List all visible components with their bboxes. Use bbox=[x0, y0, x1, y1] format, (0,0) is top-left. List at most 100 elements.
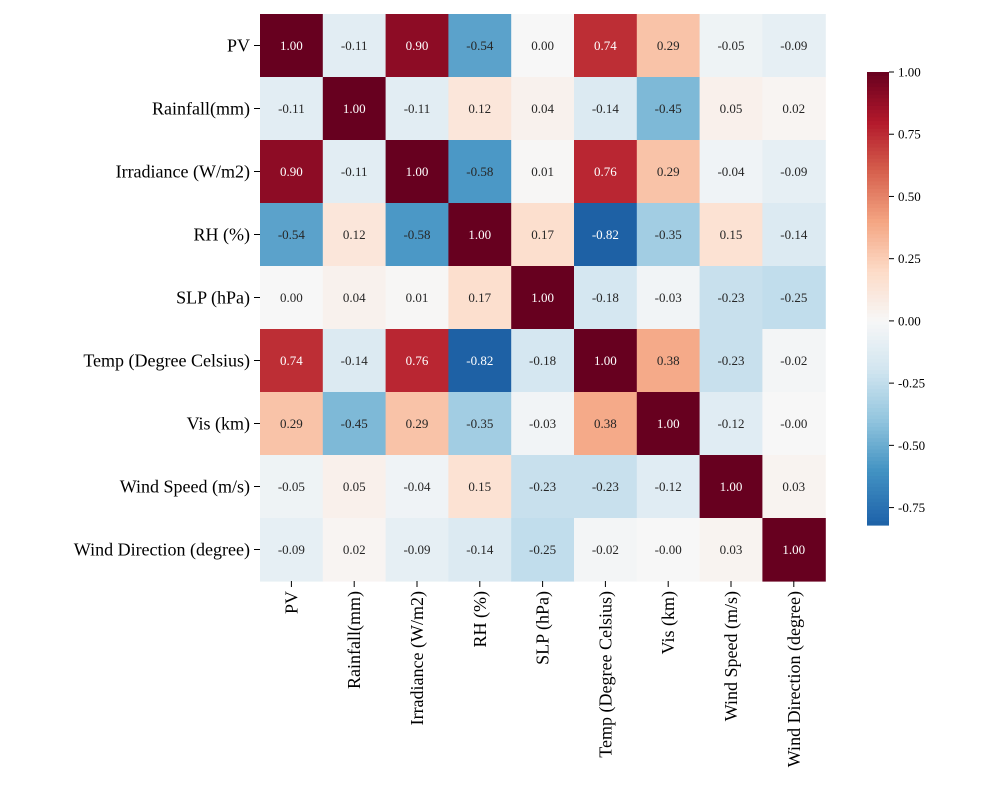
heatmap-cell bbox=[636, 77, 701, 141]
colorbar-tick-label: -0.25 bbox=[898, 376, 925, 391]
cell-value-label: -0.25 bbox=[780, 290, 807, 305]
colorbar-segment bbox=[867, 483, 889, 488]
cell-value-label: 0.76 bbox=[594, 164, 617, 179]
colorbar-segment bbox=[867, 132, 889, 137]
heatmap-cell bbox=[574, 455, 638, 519]
heatmap-cell bbox=[511, 518, 575, 582]
cell-value-label: 0.04 bbox=[343, 290, 366, 305]
colorbar-segment bbox=[867, 358, 889, 364]
heatmap-cell bbox=[260, 329, 324, 393]
y-label-temp-degree-celsius: Temp (Degree Celsius) bbox=[83, 351, 250, 372]
heatmap-cell bbox=[699, 392, 763, 456]
cell-value-label: -0.02 bbox=[592, 542, 619, 557]
colorbar-segment bbox=[867, 245, 889, 251]
heatmap-cell bbox=[260, 14, 324, 78]
cell-value-label: -0.11 bbox=[341, 38, 368, 53]
colorbar-segment bbox=[867, 72, 889, 77]
heatmap-cell bbox=[448, 518, 512, 582]
y-label-pv: PV bbox=[227, 36, 250, 56]
heatmap-cell bbox=[260, 140, 324, 204]
colorbar-segment bbox=[867, 109, 889, 115]
heatmap-cell bbox=[322, 455, 387, 519]
colorbar-segment bbox=[867, 143, 889, 149]
cell-value-label: -0.09 bbox=[780, 38, 807, 53]
cell-value-label: 1.00 bbox=[657, 416, 680, 431]
heatmap-cell bbox=[385, 203, 449, 267]
cell-value-label: -0.03 bbox=[529, 416, 556, 431]
heatmap-cell bbox=[699, 329, 763, 393]
colorbar-segment bbox=[867, 506, 889, 511]
colorbar-segment bbox=[867, 479, 889, 485]
cell-value-label: 0.05 bbox=[720, 101, 743, 116]
heatmap-cell bbox=[762, 203, 826, 267]
colorbar-segment bbox=[867, 294, 889, 300]
cell-value-label: -0.09 bbox=[278, 542, 305, 557]
cell-value-label: -0.54 bbox=[278, 227, 306, 242]
heatmap-cell bbox=[762, 518, 826, 582]
x-label-temp-degree-celsius: Temp (Degree Celsius) bbox=[595, 591, 616, 758]
heatmap-cell bbox=[448, 77, 512, 141]
cell-value-label: 0.74 bbox=[594, 38, 617, 53]
colorbar-segment bbox=[867, 234, 889, 239]
colorbar-segment bbox=[867, 147, 889, 152]
heatmap-cell bbox=[260, 203, 324, 267]
colorbar-segment bbox=[867, 498, 889, 503]
colorbar-segment bbox=[867, 460, 889, 466]
heatmap-cell bbox=[699, 77, 763, 141]
colorbar-segment bbox=[867, 83, 889, 88]
y-label-wind-direction-degree: Wind Direction (degree) bbox=[74, 540, 250, 561]
heatmap-cell bbox=[260, 392, 324, 456]
colorbar-segment bbox=[867, 279, 889, 284]
heatmap-annotations: 1.00 -0.11 0.90 -0.54 0.00 0.74 0.29 -0.05 -0.09… bbox=[278, 38, 808, 557]
x-label-slp-hpa: SLP (hPa) bbox=[533, 591, 554, 665]
colorbar-segment bbox=[867, 185, 889, 190]
colorbar-segment bbox=[867, 472, 889, 477]
cell-value-label: 0.15 bbox=[468, 479, 491, 494]
heatmap-cell bbox=[385, 14, 449, 78]
cell-value-label: -0.23 bbox=[717, 353, 744, 368]
heatmap-cell bbox=[762, 455, 826, 519]
heatmap-cell bbox=[699, 455, 763, 519]
heatmap-cell bbox=[322, 392, 387, 456]
colorbar-segment bbox=[867, 513, 889, 519]
heatmap-cell bbox=[762, 77, 826, 141]
heatmap-cell bbox=[385, 77, 449, 141]
colorbar-segment bbox=[867, 268, 889, 273]
y-label-rh: RH (%) bbox=[194, 225, 251, 246]
cell-value-label: -0.45 bbox=[655, 101, 682, 116]
heatmap-cell bbox=[385, 266, 449, 330]
x-label-wind-speed-m-s: Wind Speed (m/s) bbox=[721, 591, 742, 721]
cell-value-label: 1.00 bbox=[594, 353, 617, 368]
cell-value-label: -0.14 bbox=[466, 542, 494, 557]
heatmap-cell bbox=[511, 77, 575, 141]
cell-value-label: -0.11 bbox=[404, 101, 431, 116]
colorbar-segment bbox=[867, 241, 889, 247]
colorbar-segment bbox=[867, 166, 889, 171]
heatmap-cell bbox=[574, 140, 638, 204]
heatmap-cell bbox=[322, 203, 387, 267]
cell-value-label: 0.02 bbox=[343, 542, 366, 557]
heatmap-cell bbox=[322, 329, 387, 393]
colorbar-segment bbox=[867, 260, 889, 266]
cell-value-label: 0.29 bbox=[657, 38, 680, 53]
cell-value-label: -0.58 bbox=[466, 164, 493, 179]
colorbar-segment bbox=[867, 389, 889, 394]
cell-value-label: -0.12 bbox=[717, 416, 744, 431]
cell-value-label: 0.38 bbox=[657, 353, 680, 368]
colorbar-segment bbox=[867, 475, 889, 481]
colorbar-segment bbox=[867, 79, 889, 84]
cell-value-label: 0.29 bbox=[657, 164, 680, 179]
heatmap-cell bbox=[636, 518, 701, 582]
colorbar-segment bbox=[867, 192, 889, 198]
colorbar-segment bbox=[867, 381, 889, 386]
heatmap-cell bbox=[762, 392, 826, 456]
colorbar-segment bbox=[867, 347, 889, 352]
colorbar-segment bbox=[867, 502, 889, 507]
cell-value-label: 0.03 bbox=[720, 542, 743, 557]
cell-value-label: 0.04 bbox=[531, 101, 554, 116]
colorbar-segment bbox=[867, 336, 889, 341]
colorbar-segment bbox=[867, 124, 889, 130]
colorbar-segment bbox=[867, 396, 889, 402]
y-label-wind-speed-m-s: Wind Speed (m/s) bbox=[120, 477, 250, 498]
heatmap-cell bbox=[574, 266, 638, 330]
